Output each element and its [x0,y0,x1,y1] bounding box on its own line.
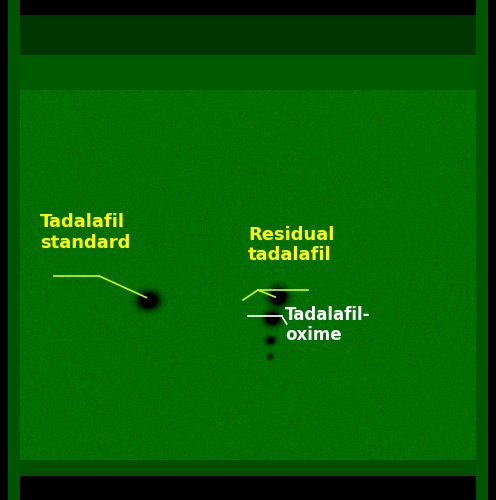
Text: Tadalafil-
oxime: Tadalafil- oxime [285,306,371,344]
Text: Tadalafil
standard: Tadalafil standard [40,213,130,252]
Text: Residual
tadalafil: Residual tadalafil [248,226,334,264]
